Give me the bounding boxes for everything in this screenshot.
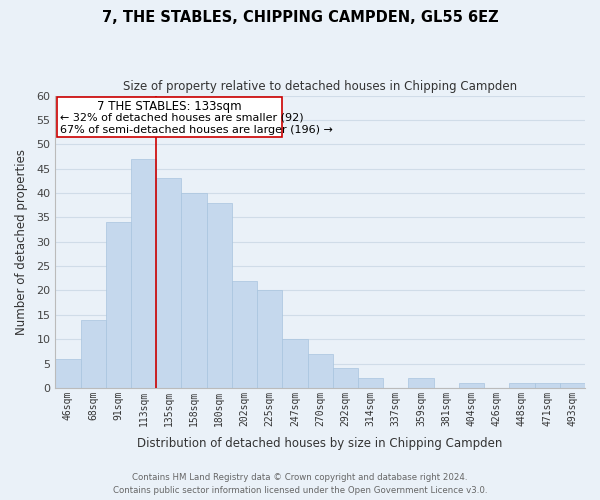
FancyBboxPatch shape [56, 96, 283, 137]
Bar [232, 280, 257, 388]
Bar [206, 202, 232, 388]
Bar [358, 378, 383, 388]
Text: 7, THE STABLES, CHIPPING CAMPDEN, GL55 6EZ: 7, THE STABLES, CHIPPING CAMPDEN, GL55 6… [101, 10, 499, 25]
Bar [333, 368, 358, 388]
Bar [106, 222, 131, 388]
Bar [535, 383, 560, 388]
X-axis label: Distribution of detached houses by size in Chipping Campden: Distribution of detached houses by size … [137, 437, 503, 450]
Title: Size of property relative to detached houses in Chipping Campden: Size of property relative to detached ho… [123, 80, 517, 93]
Text: ← 32% of detached houses are smaller (92): ← 32% of detached houses are smaller (92… [61, 113, 304, 123]
Bar [308, 354, 333, 388]
Bar [80, 320, 106, 388]
Bar [257, 290, 283, 388]
Bar [509, 383, 535, 388]
Bar [409, 378, 434, 388]
Y-axis label: Number of detached properties: Number of detached properties [15, 148, 28, 334]
Bar [181, 193, 206, 388]
Bar [560, 383, 585, 388]
Bar [55, 358, 80, 388]
Bar [156, 178, 181, 388]
Bar [459, 383, 484, 388]
Text: 67% of semi-detached houses are larger (196) →: 67% of semi-detached houses are larger (… [61, 124, 333, 134]
Text: Contains HM Land Registry data © Crown copyright and database right 2024.
Contai: Contains HM Land Registry data © Crown c… [113, 473, 487, 495]
Text: 7 THE STABLES: 133sqm: 7 THE STABLES: 133sqm [97, 100, 242, 113]
Bar [283, 339, 308, 388]
Bar [131, 159, 156, 388]
